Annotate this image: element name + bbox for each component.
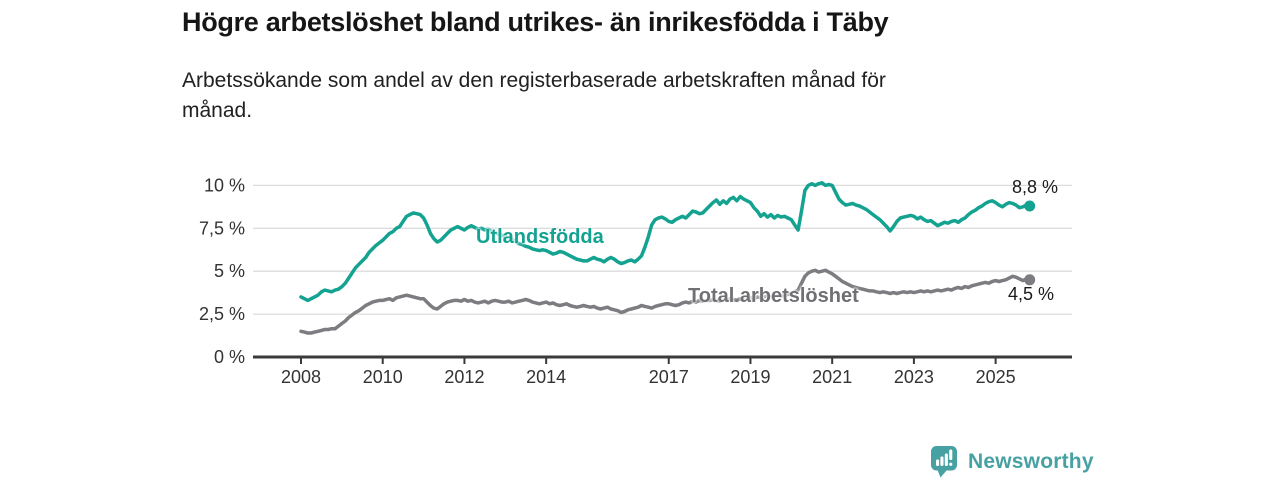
subtitle-line-1: Arbetssökande som andel av den registerb…	[182, 69, 886, 92]
y-tick-label: 2,5 %	[199, 304, 245, 324]
y-tick-label: 10 %	[204, 175, 245, 195]
end-value-label-total: 4,5 %	[1008, 284, 1055, 304]
end-value-label-utlandsfodda: 8,8 %	[1012, 177, 1059, 197]
chart-subtitle: Arbetssökande som andel av den registerb…	[182, 66, 1082, 126]
page-title: Högre arbetslöshet bland utrikes- än inr…	[182, 7, 889, 37]
x-tick-label: 2010	[363, 367, 403, 387]
series-end-dot	[1024, 200, 1036, 212]
x-axis	[253, 355, 1072, 364]
x-tick-label: 2019	[730, 367, 770, 387]
x-tick-label: 2017	[649, 367, 689, 387]
x-tick-label: 2014	[526, 367, 566, 387]
x-tick-label: 2008	[281, 367, 321, 387]
newsworthy-logo-text: Newsworthy	[968, 450, 1094, 473]
series-line	[299, 181, 1032, 303]
x-tick-label: 2021	[812, 367, 852, 387]
x-tick-label: 2023	[894, 367, 934, 387]
newsworthy-logo-icon	[931, 446, 957, 478]
series-label-total-arbetsloshet: Total arbetslöshet	[688, 285, 859, 307]
series-line	[299, 268, 1032, 335]
series-end-dot	[1024, 274, 1036, 286]
y-tick-label: 7,5 %	[199, 218, 245, 238]
subtitle-line-2: månad.	[182, 99, 253, 122]
y-tick-label: 0 %	[214, 347, 245, 367]
series-label-utlandsfodda: Utlandsfödda	[476, 226, 604, 248]
gridlines	[253, 184, 1072, 315]
y-axis-tick-labels: 0 % 2,5 % 5 % 7,5 % 10 %	[199, 175, 245, 367]
data-series	[299, 181, 1036, 335]
x-tick-label: 2012	[444, 367, 484, 387]
newsworthy-brand: Newsworthy	[930, 445, 1094, 479]
x-tick-label: 2025	[976, 367, 1016, 387]
y-tick-label: 5 %	[214, 261, 245, 281]
x-axis-tick-labels: 2008 2010 2012 2014 2017 2019 2021 2023 2025	[281, 367, 1016, 387]
